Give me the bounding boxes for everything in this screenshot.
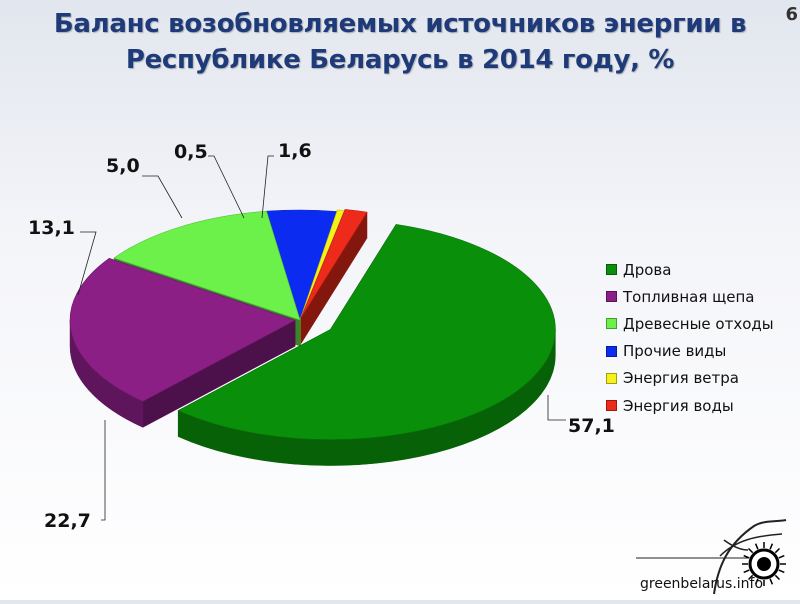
data-label-text: 57,1	[568, 415, 615, 437]
data-label-5: 1,6	[261, 140, 312, 219]
legend-label: Топливная щепа	[623, 287, 755, 306]
leader-line	[142, 175, 183, 219]
legend-label: Энергия ветра	[623, 369, 739, 388]
legend-label: Дрова	[623, 260, 672, 279]
pie-slice-0	[177, 223, 556, 466]
chart-title: Баланс возобновляемых источников энергии…	[53, 9, 747, 75]
legend-swatch	[606, 372, 617, 384]
leader-line	[261, 155, 274, 219]
greenbelarus-logo: greenbelarus.info	[636, 516, 800, 600]
leader-line	[101, 420, 106, 521]
pie-slice-top	[177, 224, 556, 440]
legend-item-1: Топливная щепа	[606, 283, 800, 310]
legend-swatch	[606, 264, 617, 276]
leader-line	[547, 395, 566, 421]
data-label-3: 5,0	[106, 155, 183, 219]
data-label-text: 0,5	[174, 141, 208, 163]
pie-slice-top	[113, 210, 301, 321]
legend-item-0: Дрова	[606, 256, 800, 283]
legend-swatch	[606, 400, 617, 412]
logo-text: greenbelarus.info	[640, 576, 764, 592]
legend-swatch	[606, 291, 617, 303]
data-label-2: 13,1	[28, 217, 97, 296]
slide-number: 6	[785, 4, 798, 25]
data-label-text: 13,1	[28, 217, 75, 239]
data-label-text: 1,6	[278, 140, 312, 162]
data-label-text: 5,0	[106, 155, 140, 177]
legend-swatch	[606, 345, 617, 357]
legend-item-5: Энергия воды	[606, 392, 800, 419]
legend-item-4: Энергия ветра	[606, 365, 800, 392]
chart-legend: Дрова Топливная щепа Древесные отходы Прочи…	[606, 256, 800, 419]
pie-slice-1	[69, 258, 296, 428]
legend-item-3: Прочие виды	[606, 338, 800, 365]
pie-slice-top	[69, 258, 296, 402]
legend-swatch	[606, 318, 617, 330]
leader-line	[77, 231, 97, 296]
legend-item-2: Древесные отходы	[606, 310, 800, 337]
legend-label: Прочие виды	[623, 342, 727, 361]
pie-slice-top	[300, 209, 368, 318]
legend-label: Энергия воды	[623, 396, 734, 415]
data-label-4: 0,5	[174, 141, 245, 219]
leader-line	[208, 155, 245, 219]
data-label-0: 57,1	[547, 395, 615, 437]
pie-slice-5	[300, 209, 368, 345]
logo-emblem-icon	[636, 519, 787, 595]
legend-label: Древесные отходы	[623, 314, 774, 333]
data-label-text: 22,7	[44, 510, 91, 532]
data-label-1: 22,7	[44, 420, 106, 532]
